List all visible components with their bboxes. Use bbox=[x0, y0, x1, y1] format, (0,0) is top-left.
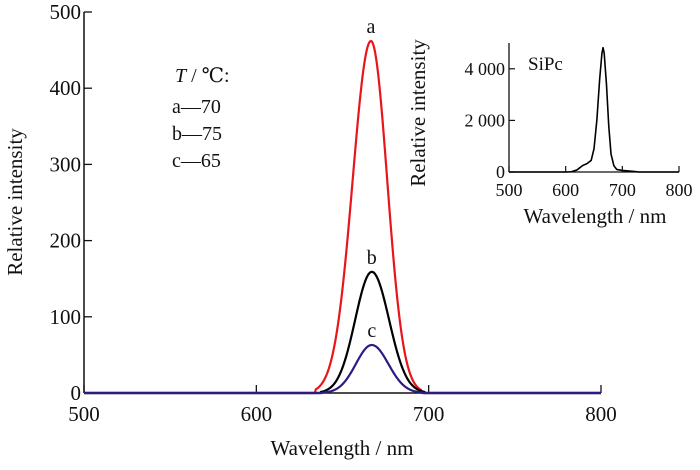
curve-label-a: a bbox=[366, 16, 375, 38]
series-line-c bbox=[84, 343, 601, 395]
curve-label-b: b bbox=[367, 247, 377, 269]
inset-y-tick-label: 4 000 bbox=[465, 59, 506, 79]
main-y-axis-title: Relative intensity bbox=[3, 128, 27, 276]
inset-curves bbox=[509, 46, 679, 173]
inset-series-line-SiPc bbox=[509, 46, 679, 173]
main-y-tick-label: 200 bbox=[50, 229, 82, 253]
inset-y-tick-label: 0 bbox=[496, 162, 505, 182]
main-y-tick-label: 0 bbox=[71, 381, 82, 405]
legend-title-unit: / ℃: bbox=[186, 65, 230, 87]
main-axes: 0 100 200 300 400 500 500 600 700 800 bbox=[50, 0, 617, 426]
main-y-tick-label: 400 bbox=[50, 76, 82, 100]
main-y-tick-label: 500 bbox=[50, 0, 82, 24]
main-curves: a b c bbox=[84, 16, 601, 395]
legend: T / ℃: a—70 b—75 c—65 bbox=[172, 65, 230, 172]
main-x-tick-label: 800 bbox=[585, 402, 617, 426]
inset-x-tick-label: 800 bbox=[666, 180, 693, 200]
inset-x-tick-label: 600 bbox=[552, 180, 579, 200]
inset-x-tick-label: 500 bbox=[496, 180, 523, 200]
main-y-tick-label: 300 bbox=[50, 152, 82, 176]
main-x-tick-label: 600 bbox=[241, 402, 273, 426]
legend-entry-b: b—75 bbox=[172, 123, 222, 145]
inset-x-tick-label: 700 bbox=[609, 180, 636, 200]
legend-entry-c: c—65 bbox=[172, 150, 221, 172]
legend-title-var: T bbox=[175, 65, 188, 87]
inset-y-axis-title: Relative intensity bbox=[406, 39, 430, 187]
main-x-tick-label: 700 bbox=[413, 402, 445, 426]
inset-x-axis-title: Wavelength / nm bbox=[524, 204, 667, 228]
legend-entry-a: a—70 bbox=[172, 96, 221, 118]
inset-title: SiPc bbox=[528, 54, 563, 75]
curve-label-c: c bbox=[367, 320, 376, 342]
main-x-axis-title: Wavelength / nm bbox=[271, 436, 414, 460]
inset-y-tick-label: 2 000 bbox=[465, 110, 506, 130]
main-x-tick-label: 500 bbox=[68, 402, 100, 426]
legend-title: T / ℃: bbox=[175, 65, 230, 87]
main-y-tick-label: 100 bbox=[50, 305, 82, 329]
inset-axes: 0 2 000 4 000 500 600 700 800 bbox=[465, 43, 693, 200]
